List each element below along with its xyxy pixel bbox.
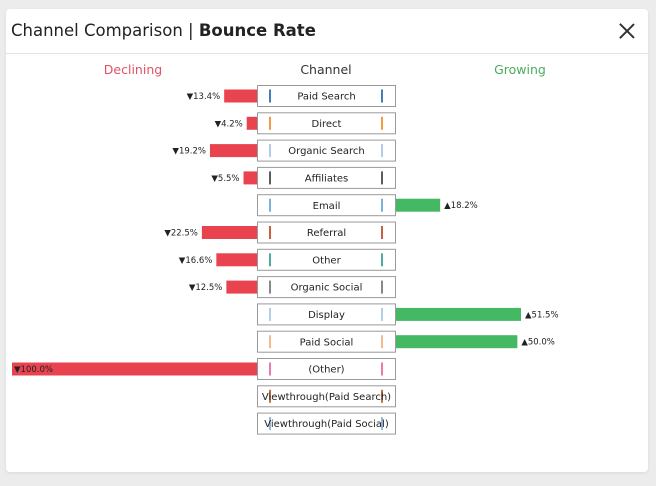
channel-label: Viewthrough(Paid Social) [264, 419, 389, 430]
declining-bar [12, 362, 257, 376]
value-label: ▼12.5% [189, 283, 223, 293]
value-label: ▲50.0% [521, 338, 555, 348]
growing-bar [396, 307, 521, 321]
channel-row: Organic Social ▼12.5% [189, 276, 396, 299]
value-label: ▼5.5% [211, 174, 239, 184]
channel-label: Email [313, 201, 341, 212]
channel-row: Email ▲18.2% [257, 194, 478, 217]
channel-label: Referral [307, 228, 346, 239]
channel-label: Direct [312, 119, 342, 130]
value-label: ▼22.5% [164, 229, 198, 239]
channel-box [257, 385, 396, 408]
title-separator: | [188, 21, 194, 40]
value-label: ▼13.4% [187, 92, 221, 102]
growing-bar [396, 335, 518, 349]
declining-bar [201, 226, 257, 239]
channel-box [257, 276, 396, 299]
declining-bar [243, 171, 257, 185]
channel-box [257, 248, 396, 271]
channel-label: Organic Search [288, 146, 364, 157]
growing-bar [396, 198, 441, 212]
channel-box [257, 85, 396, 107]
channel-label: (Other) [308, 365, 344, 376]
declining-column-header: Declining [104, 62, 162, 77]
declining-bar [216, 253, 257, 267]
metric-name: Bounce Rate [198, 21, 316, 40]
channel-box [257, 112, 396, 135]
channel-label: Paid Social [300, 337, 354, 348]
channel-row: Other ▼16.6% [179, 248, 396, 271]
channel-row: (Other) ▼100.0% [12, 358, 396, 380]
channel-box [257, 412, 396, 435]
channel-label: Organic Social [291, 283, 363, 294]
title-text: Channel Comparison [11, 21, 183, 40]
channel-box [257, 221, 396, 244]
channel-label: Affiliates [305, 174, 348, 185]
channel-box [257, 194, 396, 217]
channel-box [257, 303, 396, 326]
channel-row: Affiliates ▼5.5% [211, 166, 396, 189]
channel-row: Organic Search ▼19.2% [172, 139, 396, 162]
declining-bar [224, 89, 257, 103]
channel-row: Paid Social ▲50.0% [257, 330, 555, 353]
growing-column-header: Growing [494, 62, 546, 77]
channel-row: Viewthrough(Paid Social) [257, 412, 396, 435]
channel-label: Other [312, 255, 341, 266]
channel-label: Display [308, 310, 345, 321]
panel-title: Channel Comparison | Bounce Rate [11, 21, 316, 40]
channel-box [257, 358, 396, 380]
channel-row: Paid Search ▼13.4% [187, 85, 396, 107]
channel-box [257, 166, 396, 189]
channel-row: Direct ▼4.2% [215, 112, 396, 135]
panel-header: Channel Comparison | Bounce Rate [6, 9, 648, 54]
channel-column-header: Channel [300, 62, 351, 77]
declining-bar [209, 144, 257, 158]
declining-bar [246, 116, 257, 130]
channel-box [257, 330, 396, 353]
channel-row: Display ▲51.5% [257, 303, 559, 326]
value-label: ▲18.2% [444, 201, 478, 211]
value-label: ▼100.0% [14, 365, 53, 375]
value-label: ▲51.5% [525, 310, 559, 320]
channel-row: Referral ▼22.5% [164, 221, 396, 244]
channel-label: Paid Search [297, 92, 355, 103]
declining-bar [226, 280, 257, 294]
value-label: ▼4.2% [215, 119, 243, 129]
channel-row: Viewthrough(Paid Search) [257, 385, 396, 408]
value-label: ▼19.2% [172, 147, 206, 157]
channel-box [257, 139, 396, 162]
channel-label: Viewthrough(Paid Search) [262, 392, 391, 403]
value-label: ▼16.6% [179, 256, 213, 266]
